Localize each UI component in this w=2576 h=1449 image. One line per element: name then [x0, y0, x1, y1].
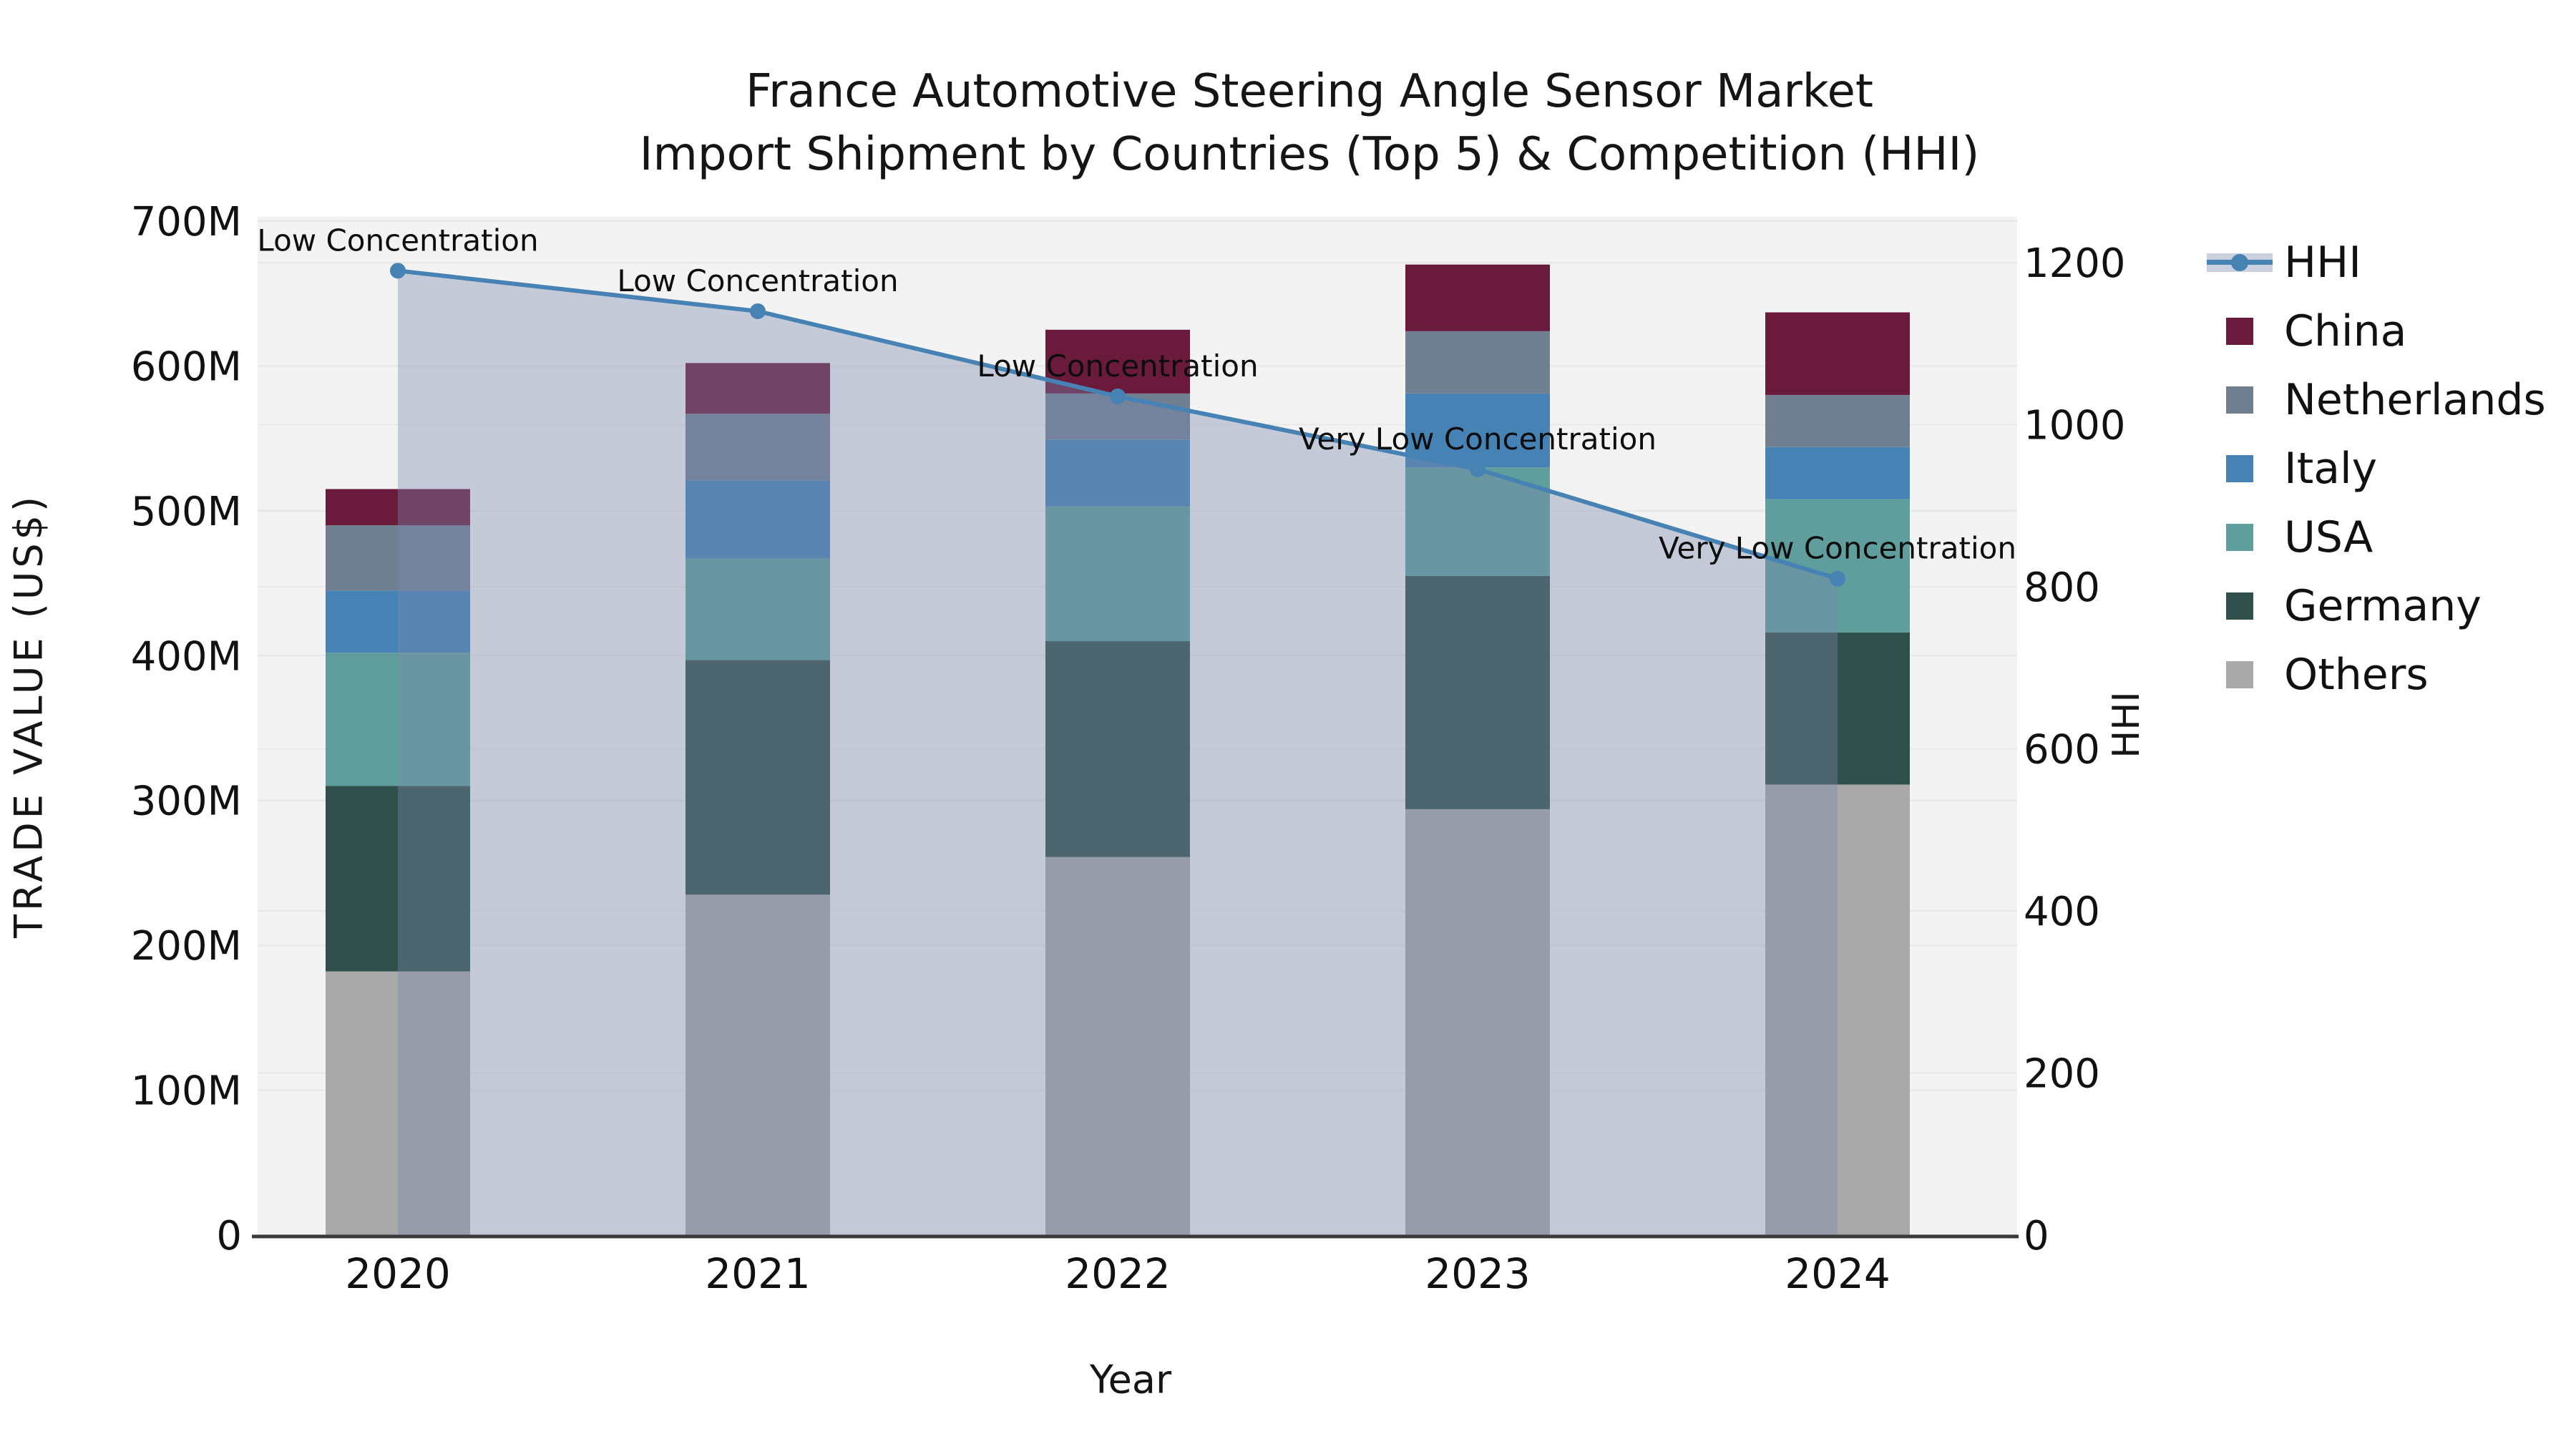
bar-segment-italy-2024 — [1765, 447, 1910, 499]
y-right-tick-label: 0 — [2024, 1213, 2049, 1259]
legend-swatch-square — [2226, 661, 2253, 688]
bar-segment-china-2023 — [1405, 264, 1550, 331]
chart-title-line2: Import Shipment by Countries (Top 5) & C… — [639, 128, 1980, 181]
bar-segment-china-2020 — [326, 489, 470, 526]
legend-item-italy: Italy — [2207, 434, 2546, 503]
hhi-marker-2020 — [390, 263, 406, 279]
y-right-tick-label: 1200 — [2024, 240, 2126, 287]
legend-label: China — [2284, 306, 2407, 356]
bar-segment-netherlands-2024 — [1765, 394, 1910, 447]
x-tick-label: 2022 — [1065, 1249, 1171, 1298]
legend-color-swatch — [2207, 572, 2273, 640]
legend-color-swatch — [2207, 640, 2273, 709]
bar-segment-others-2022 — [1045, 857, 1190, 1235]
legend-marker-dot — [2231, 254, 2248, 271]
y-left-tick-label: 100M — [131, 1068, 242, 1115]
bar-segment-usa-2020 — [326, 653, 470, 786]
hhi-marker-2022 — [1110, 388, 1126, 404]
legend-swatch-square — [2226, 455, 2253, 482]
legend-label: HHI — [2284, 238, 2361, 288]
x-axis-title: Year — [1089, 1357, 1172, 1402]
bar-segment-china-2021 — [686, 363, 830, 414]
legend-swatch-square — [2226, 524, 2253, 551]
legend-label: Germany — [2284, 581, 2482, 631]
y-left-tick-label: 0 — [216, 1213, 242, 1259]
y-right-tick-label: 400 — [2024, 889, 2100, 935]
bar-segment-germany-2020 — [326, 786, 470, 972]
legend-color-swatch — [2207, 503, 2273, 572]
y-left-tick-label: 300M — [131, 779, 242, 825]
bar-segment-netherlands-2020 — [326, 525, 470, 591]
legend-swatch-square — [2226, 592, 2253, 620]
x-tick-label: 2021 — [705, 1249, 811, 1298]
y-left-tick-label: 400M — [131, 633, 242, 680]
y-axis-left-title: TRADE VALUE (US$) — [6, 492, 52, 939]
legend-label: Italy — [2284, 444, 2378, 494]
hhi-marker-2024 — [1830, 570, 1845, 587]
annotation-2023: Very Low Concentration — [1299, 421, 1657, 457]
legend-item-hhi: HHI — [2207, 228, 2546, 297]
legend-label: Netherlands — [2284, 375, 2546, 425]
bar-segment-others-2021 — [686, 894, 830, 1235]
legend-color-swatch — [2207, 297, 2273, 366]
bar-segment-italy-2021 — [686, 480, 830, 559]
annotation-2022: Low Concentration — [977, 348, 1258, 384]
x-tick-label: 2020 — [345, 1249, 451, 1298]
bar-segment-others-2024 — [1765, 784, 1910, 1235]
x-tick-label: 2024 — [1785, 1249, 1890, 1298]
y-left-tick-label: 500M — [131, 489, 242, 535]
legend: HHI China Netherlands Italy USA Germany Others — [2207, 228, 2546, 709]
bar-segment-italy-2022 — [1045, 439, 1190, 507]
y-axis-right-title: HHI — [2105, 691, 2148, 758]
y-left-tick-label: 700M — [131, 199, 242, 245]
legend-item-germany: Germany — [2207, 572, 2546, 640]
legend-color-swatch — [2207, 366, 2273, 434]
legend-swatch-square — [2226, 318, 2253, 345]
legend-item-usa: USA — [2207, 503, 2546, 572]
legend-color-swatch — [2207, 434, 2273, 503]
bar-segment-germany-2022 — [1045, 641, 1190, 857]
bar-segment-netherlands-2023 — [1405, 331, 1550, 394]
annotation-2020: Low Concentration — [257, 223, 538, 258]
y-right-tick-label: 200 — [2024, 1051, 2100, 1098]
hhi-marker-2023 — [1470, 461, 1485, 477]
chart-title-line1: France Automotive Steering Angle Sensor … — [746, 65, 1873, 118]
bar-segment-italy-2023 — [1405, 393, 1550, 468]
bar-segment-germany-2021 — [686, 660, 830, 895]
y-right-tick-label: 1000 — [2024, 403, 2126, 449]
legend-label: USA — [2284, 512, 2373, 562]
annotation-2021: Low Concentration — [617, 263, 898, 298]
x-tick-label: 2023 — [1425, 1249, 1531, 1298]
legend-hhi-line-swatch — [2207, 228, 2273, 297]
bar-segment-netherlands-2021 — [686, 414, 830, 481]
bar-segment-usa-2021 — [686, 558, 830, 660]
bar-segment-others-2020 — [326, 971, 470, 1235]
bar-segment-usa-2022 — [1045, 506, 1190, 642]
y-right-tick-label: 800 — [2024, 565, 2100, 611]
hhi-marker-2021 — [750, 303, 766, 319]
y-left-tick-label: 600M — [131, 343, 242, 390]
legend-swatch-square — [2226, 386, 2253, 414]
y-left-tick-label: 200M — [131, 923, 242, 970]
bar-segment-china-2024 — [1765, 312, 1910, 395]
y-right-tick-label: 600 — [2024, 727, 2100, 774]
bar-segment-others-2023 — [1405, 809, 1550, 1235]
bar-segment-germany-2024 — [1765, 632, 1910, 785]
chart-title: France Automotive Steering Angle Sensor … — [640, 60, 1980, 186]
bar-segment-italy-2020 — [326, 590, 470, 653]
legend-item-others: Others — [2207, 640, 2546, 709]
legend-item-china: China — [2207, 297, 2546, 366]
legend-item-netherlands: Netherlands — [2207, 366, 2546, 434]
hhi-area — [398, 270, 1838, 1236]
bar-segment-germany-2023 — [1405, 575, 1550, 809]
legend-label: Others — [2284, 650, 2429, 700]
annotation-2024: Very Low Concentration — [1659, 531, 2016, 566]
